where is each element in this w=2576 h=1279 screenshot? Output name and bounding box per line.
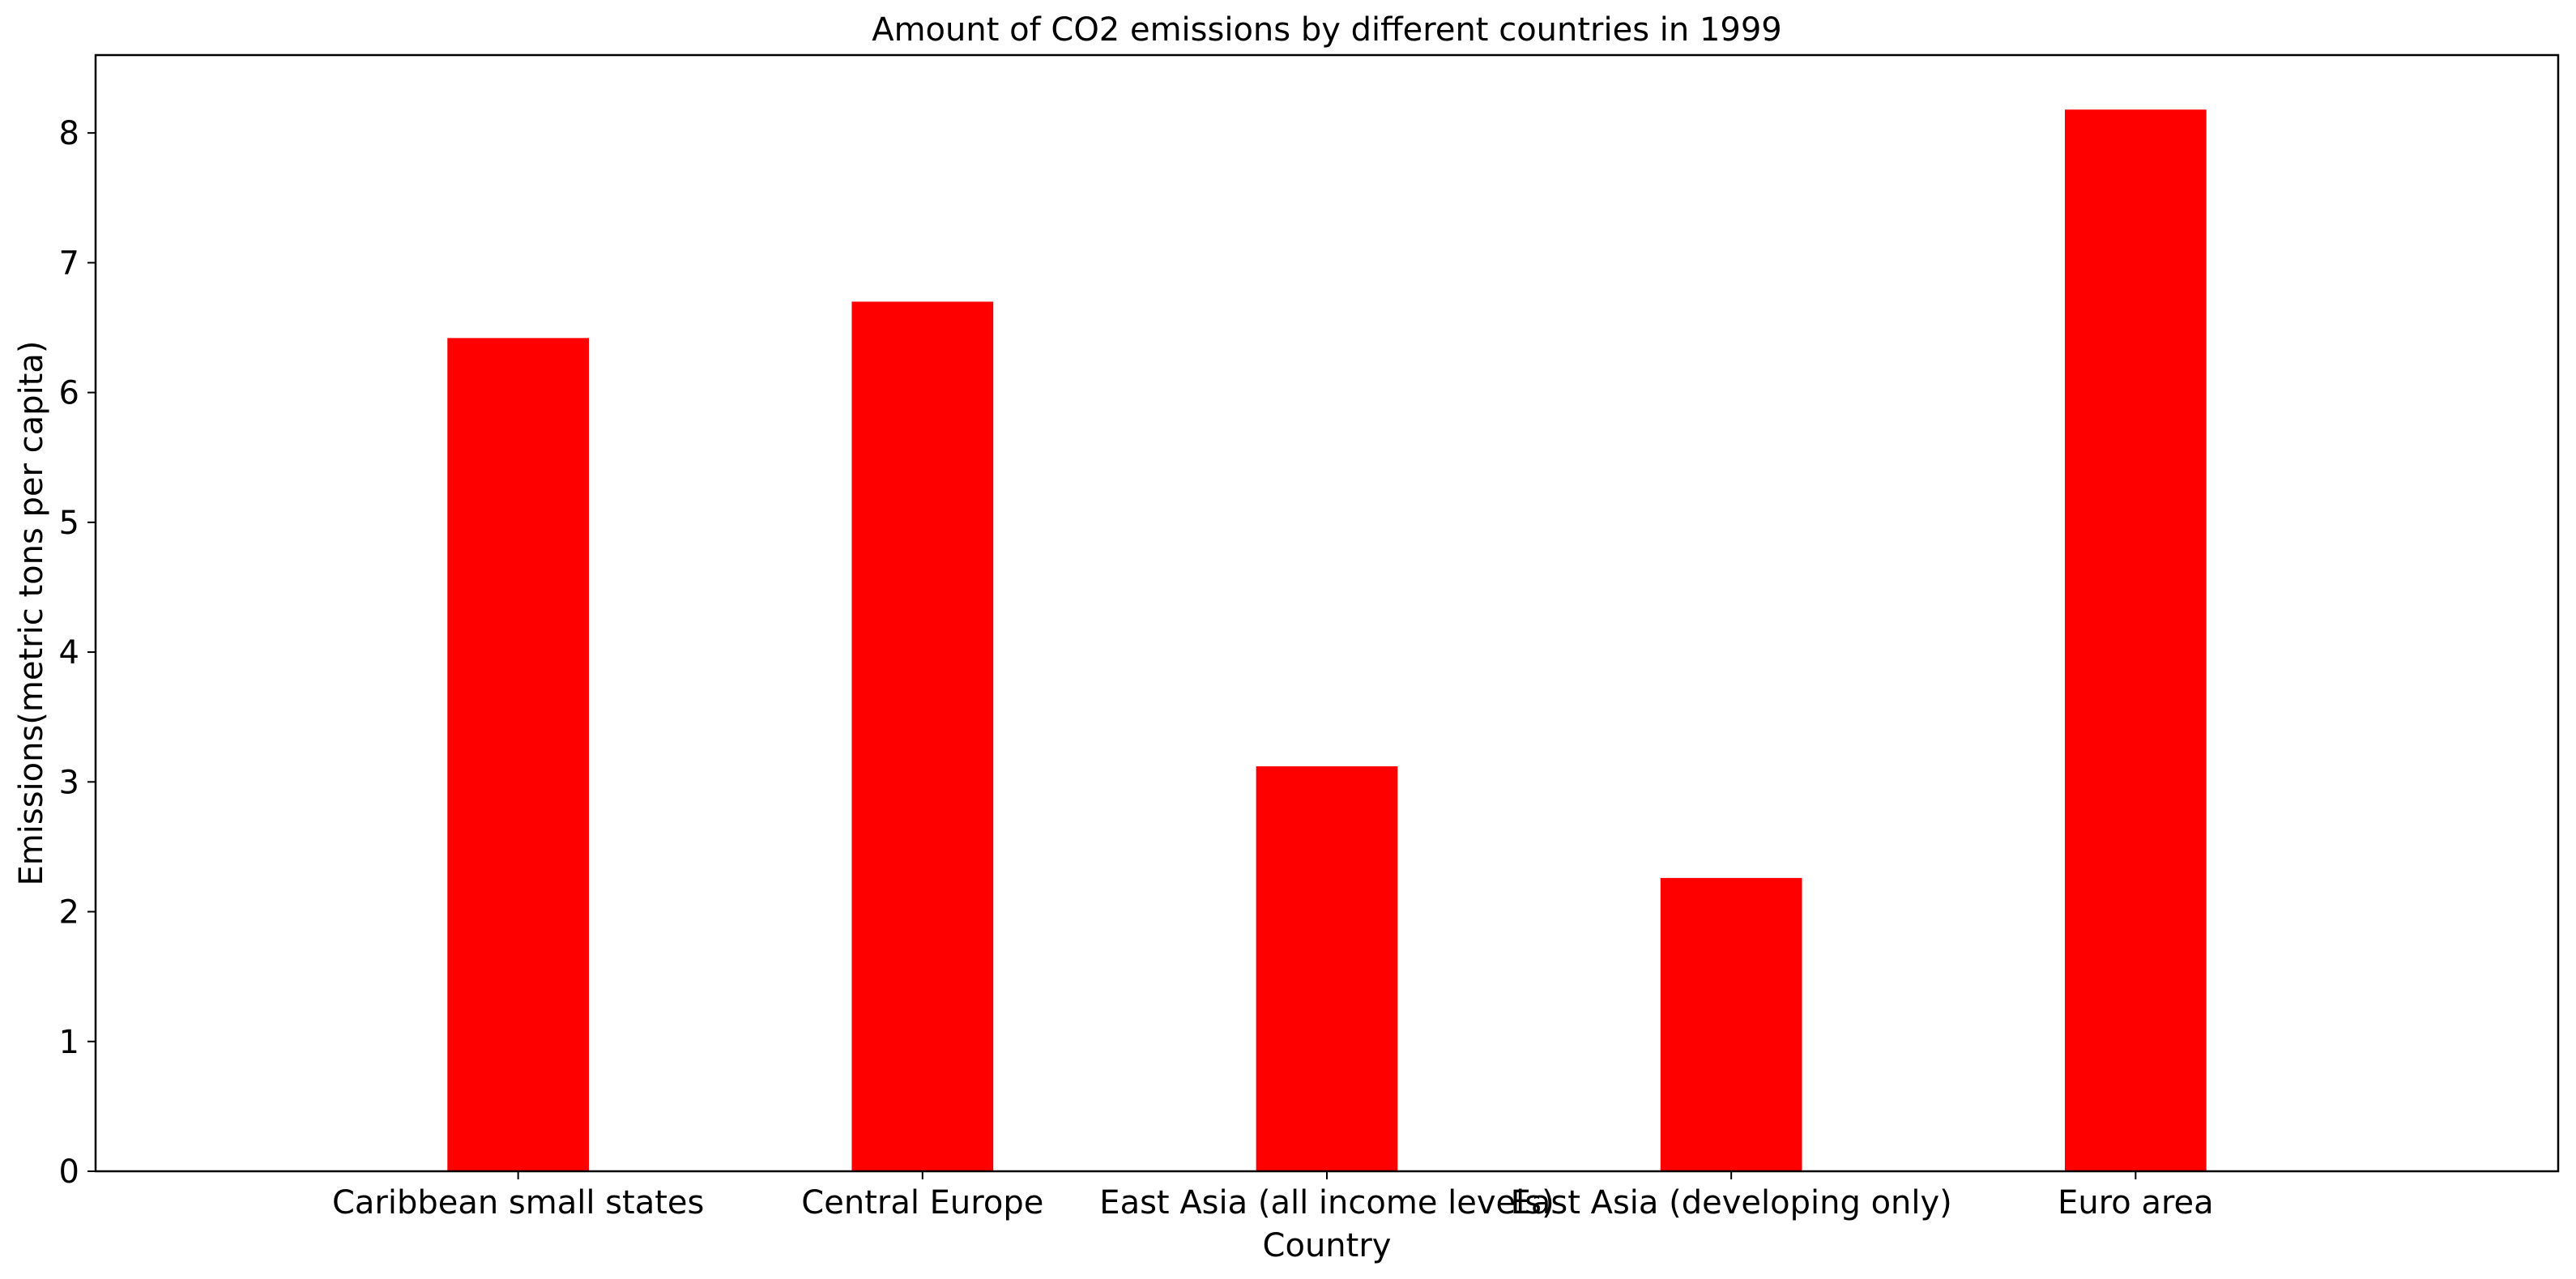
bar-4 bbox=[2065, 109, 2207, 1172]
plot-area-frame bbox=[94, 53, 2560, 1173]
x-axis-label: Country bbox=[1263, 1227, 1392, 1264]
bar-2 bbox=[1256, 766, 1398, 1171]
y-tick-label: 7 bbox=[59, 245, 79, 282]
y-tick-label: 5 bbox=[59, 505, 79, 542]
chart-title: Amount of CO2 emissions by different cou… bbox=[872, 11, 1782, 49]
bars-group bbox=[447, 109, 2207, 1172]
x-tick-label: East Asia (developing only) bbox=[1511, 1184, 1952, 1221]
y-axis-ticks: 0 1 2 3 4 5 6 7 8 bbox=[59, 115, 96, 1191]
y-tick-label: 1 bbox=[59, 1024, 79, 1061]
x-tick-label: Caribbean small states bbox=[332, 1184, 704, 1221]
y-tick-label: 6 bbox=[59, 375, 79, 412]
x-tick-label: East Asia (all income levels) bbox=[1099, 1184, 1554, 1221]
bar-1 bbox=[851, 301, 994, 1171]
y-tick-label: 2 bbox=[59, 894, 79, 932]
x-tick-label: Euro area bbox=[2058, 1184, 2214, 1221]
y-axis-label: Emissions(metric tons per capita) bbox=[13, 341, 50, 886]
bar-3 bbox=[1660, 877, 1802, 1171]
x-axis-ticks: Caribbean small states Central Europe East… bbox=[332, 1171, 2214, 1221]
y-tick-label: 3 bbox=[59, 764, 79, 801]
y-tick-label: 0 bbox=[59, 1153, 79, 1191]
y-tick-label: 4 bbox=[59, 634, 79, 671]
y-tick-label: 8 bbox=[59, 115, 79, 152]
bar-0 bbox=[447, 338, 589, 1171]
x-tick-label: Central Europe bbox=[801, 1184, 1043, 1221]
